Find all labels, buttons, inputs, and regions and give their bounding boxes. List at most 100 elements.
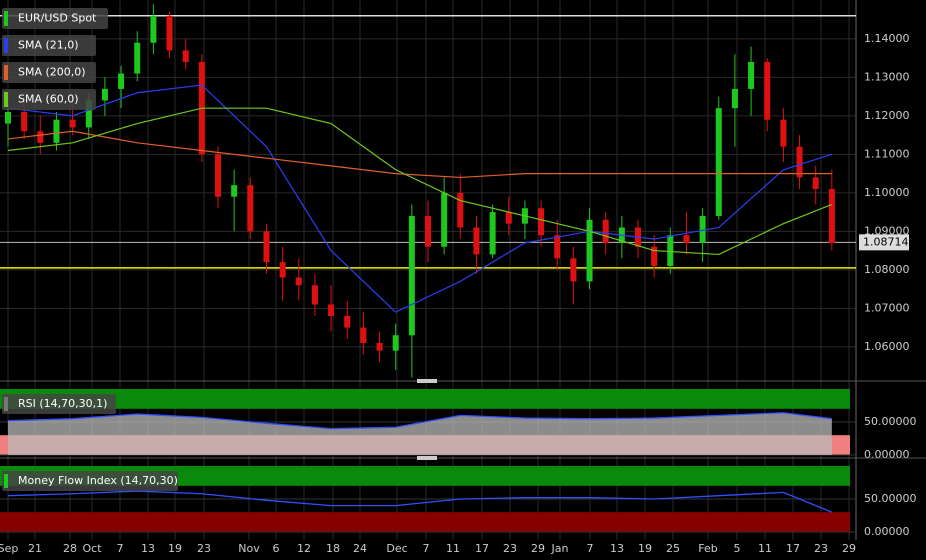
legend-label: Money Flow Index (14,70,30): [18, 474, 178, 487]
candle-body: [505, 212, 512, 224]
candle-body: [651, 246, 658, 266]
y-tick-label: 1.06000: [864, 340, 910, 353]
candle-body: [731, 88, 738, 109]
candle-body: [21, 112, 28, 132]
x-tick-label: 7: [117, 542, 124, 555]
x-tick-label: Dec: [386, 542, 407, 555]
candle-body: [328, 304, 335, 317]
y-tick-label: 1.12000: [864, 109, 910, 122]
legend-box: [2, 8, 108, 29]
candle-body: [85, 100, 92, 128]
y-tick-label: 1.14000: [864, 32, 910, 45]
x-tick-label: 7: [423, 542, 430, 555]
y-tick-label: 1.13000: [864, 70, 910, 83]
x-tick-label: Feb: [698, 542, 717, 555]
legend-swatch: [4, 38, 8, 53]
y-tick-label: 1.08000: [864, 263, 910, 276]
candle-body: [441, 192, 448, 247]
legend-swatch: [4, 65, 8, 80]
x-tick-label: Oct: [82, 542, 102, 555]
overbought-band: [0, 389, 850, 409]
y-tick-label: 1.11000: [864, 147, 910, 160]
candle-body: [247, 185, 254, 232]
legend-swatch: [4, 474, 8, 488]
legend-label: SMA (21,0): [18, 39, 79, 52]
y-tick-label: 0.00000: [864, 448, 910, 461]
x-tick-label: 25: [666, 542, 680, 555]
candle-body: [570, 258, 577, 282]
x-tick-label: 17: [786, 542, 800, 555]
candle-body: [764, 61, 771, 120]
x-tick-label: 29: [842, 542, 856, 555]
y-tick-label: 1.10000: [864, 186, 910, 199]
x-tick-label: 11: [758, 542, 772, 555]
x-tick-label: 21: [28, 542, 42, 555]
candle-body: [118, 73, 125, 89]
legend-label: EUR/USD Spot: [18, 12, 97, 25]
x-tick-label: 13: [610, 542, 624, 555]
candle-body: [182, 50, 189, 62]
candle-body: [134, 42, 141, 74]
y-tick-label: 1.09000: [864, 224, 910, 237]
candle-body: [69, 119, 76, 128]
panel-grip: [417, 379, 437, 383]
candle-body: [538, 208, 545, 236]
candle-body: [425, 215, 431, 247]
candle-body: [828, 189, 835, 243]
x-tick-label: 23: [503, 542, 517, 555]
sma-line: [7, 84, 833, 313]
candle-body: [344, 316, 351, 328]
candle-body: [586, 219, 593, 282]
legend-box: [2, 394, 116, 414]
legend-swatch: [4, 397, 8, 411]
candle-body: [457, 192, 464, 228]
candle-body: [796, 146, 803, 178]
sma-line: [7, 130, 832, 179]
x-tick-label: 11: [446, 542, 460, 555]
candle-body: [667, 235, 674, 266]
candle-body: [150, 15, 157, 43]
candle-body: [780, 119, 787, 147]
legend-label: SMA (200,0): [18, 66, 86, 79]
candle-body: [311, 285, 318, 305]
legend-swatch: [4, 92, 8, 107]
candle-body: [231, 185, 238, 197]
candle-body: [263, 231, 270, 263]
candle-body: [279, 262, 286, 278]
overbought-band: [0, 466, 850, 486]
indicator-area: [8, 412, 832, 455]
y-tick-label: 50.00000: [864, 492, 917, 505]
last-price-box: [859, 234, 909, 251]
candle-body: [37, 131, 44, 143]
legend-label: SMA (60,0): [18, 93, 79, 106]
indicator-line: [7, 412, 832, 430]
x-tick-label: 28: [63, 542, 77, 555]
candle-body: [360, 327, 367, 343]
x-tick-label: 17: [475, 542, 489, 555]
candle-body: [683, 235, 690, 243]
x-tick-label: 18: [326, 542, 340, 555]
candle-body: [53, 119, 60, 143]
legend-box: [2, 35, 96, 56]
oversold-band: [0, 512, 850, 532]
x-tick-label: 23: [197, 542, 211, 555]
legend-label: RSI (14,70,30,1): [18, 397, 107, 410]
y-tick-label: 1.07000: [864, 301, 910, 314]
x-tick-label: 6: [273, 542, 280, 555]
y-tick-label: 50.00000: [864, 415, 917, 428]
last-price-label: 1.08714: [863, 235, 909, 248]
candle-body: [489, 212, 496, 255]
x-tick-label: 23: [814, 542, 828, 555]
legend-box: [2, 62, 96, 83]
x-tick-label: 29: [531, 542, 545, 555]
candle-body: [166, 15, 173, 51]
candle-body: [5, 112, 11, 124]
legend-box: [2, 471, 178, 491]
candle-body: [408, 215, 415, 336]
candle-body: [812, 177, 819, 189]
candle-body: [748, 61, 755, 89]
x-tick-label: 5: [734, 542, 741, 555]
candle-body: [376, 342, 383, 351]
x-tick-label: 19: [638, 542, 652, 555]
